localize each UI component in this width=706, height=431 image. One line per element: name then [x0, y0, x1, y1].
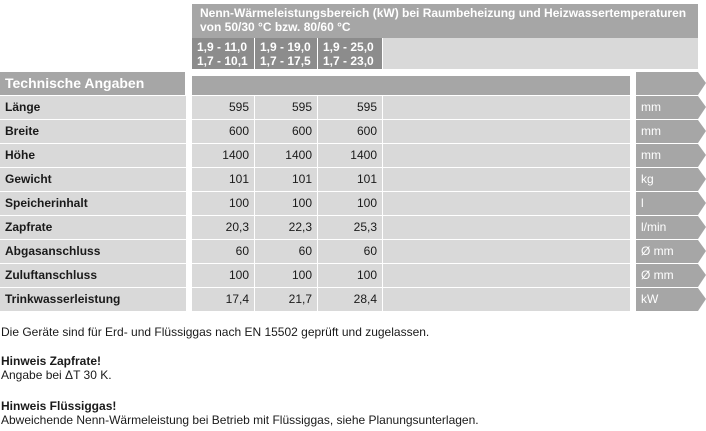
range-col-1: 1,9 - 11,0 1,7 - 10,1 — [192, 38, 254, 69]
row-empty-cell — [383, 120, 630, 143]
row-value: 600 — [318, 120, 382, 143]
row-value: 595 — [192, 96, 254, 119]
row-empty-cell — [383, 264, 630, 287]
row-label-trinkwasserleistung: Trinkwasserleistung — [0, 288, 186, 311]
row-label-hoehe: Höhe — [0, 144, 186, 167]
row-value: 17,4 — [192, 288, 254, 311]
row-empty-cell — [383, 288, 630, 311]
row-label-laenge: Länge — [0, 96, 186, 119]
section-title: Technische Angaben — [0, 72, 185, 95]
range-col-3-line1: 1,9 - 25,0 — [323, 40, 374, 54]
row-value: 1400 — [255, 144, 317, 167]
row-empty-cell — [383, 96, 630, 119]
row-empty-cell — [383, 168, 630, 191]
row-label-speicherinhalt: Speicherinhalt — [0, 192, 186, 215]
row-unit: mm — [636, 120, 698, 143]
row-tab-arrow — [698, 264, 706, 287]
row-tab-arrow — [698, 216, 706, 239]
row-value: 60 — [318, 240, 382, 263]
range-col-1-line1: 1,9 - 11,0 — [197, 40, 248, 54]
row-value: 595 — [318, 96, 382, 119]
row-tab-arrow — [698, 240, 706, 263]
row-value: 21,7 — [255, 288, 317, 311]
row-tab-arrow — [698, 192, 706, 215]
note-zapfrate-text: Angabe bei ΔT 30 K. — [1, 368, 112, 382]
row-tab-arrow — [698, 120, 706, 143]
row-label-zuluftanschluss: Zuluftanschluss — [0, 264, 186, 287]
row-tab-arrow — [698, 288, 706, 311]
row-value: 101 — [255, 168, 317, 191]
row-unit: mm — [636, 96, 698, 119]
row-empty-cell — [383, 192, 630, 215]
row-value: 600 — [255, 120, 317, 143]
row-label-breite: Breite — [0, 120, 186, 143]
note-zapfrate-title: Hinweis Zapfrate! — [1, 354, 102, 368]
row-value: 60 — [255, 240, 317, 263]
row-value: 100 — [318, 192, 382, 215]
row-empty-cell — [383, 144, 630, 167]
range-divider — [254, 38, 255, 69]
note-zapfrate: Hinweis Zapfrate! Angabe bei ΔT 30 K. — [1, 354, 701, 382]
row-label-abgasanschluss: Abgasanschluss — [0, 240, 186, 263]
row-value: 100 — [255, 192, 317, 215]
row-unit: kW — [636, 288, 698, 311]
note-fluessiggas: Hinweis Flüssiggas! Abweichende Nenn-Wär… — [1, 399, 701, 427]
row-value: 600 — [192, 120, 254, 143]
range-col-2-line1: 1,9 - 19,0 — [260, 40, 311, 54]
row-value: 1400 — [318, 144, 382, 167]
row-tab-arrow — [698, 96, 706, 119]
row-unit: Ø mm — [636, 264, 698, 287]
row-value: 101 — [192, 168, 254, 191]
row-unit: l — [636, 192, 698, 215]
row-value: 60 — [192, 240, 254, 263]
row-value: 100 — [192, 192, 254, 215]
note-fluessiggas-title: Hinweis Flüssiggas! — [1, 399, 117, 413]
range-col-3: 1,9 - 25,0 1,7 - 23,0 — [318, 38, 382, 69]
row-value: 100 — [255, 264, 317, 287]
note-general: Die Geräte sind für Erd- und Flüssiggas … — [1, 325, 430, 339]
row-tab-arrow — [698, 144, 706, 167]
header-empty-area — [383, 38, 698, 69]
row-empty-cell — [383, 216, 630, 239]
row-value: 22,3 — [255, 216, 317, 239]
row-tab-arrow — [698, 168, 706, 191]
range-divider — [317, 38, 318, 69]
header-title: Nenn-Wärmeleistungsbereich (kW) bei Raum… — [200, 6, 700, 34]
section-bar — [192, 76, 630, 95]
row-value: 25,3 — [318, 216, 382, 239]
row-value: 1400 — [192, 144, 254, 167]
header-title-line1: Nenn-Wärmeleistungsbereich (kW) bei Raum… — [200, 6, 687, 20]
row-value: 101 — [318, 168, 382, 191]
range-col-2-line2: 1,7 - 17,5 — [260, 54, 311, 68]
row-value: 100 — [318, 264, 382, 287]
range-col-3-line2: 1,7 - 23,0 — [323, 54, 374, 68]
header-title-line2: von 50/30 °C bzw. 80/60 °C — [200, 20, 351, 34]
range-col-2: 1,9 - 19,0 1,7 - 17,5 — [255, 38, 317, 69]
row-value: 28,4 — [318, 288, 382, 311]
row-unit: kg — [636, 168, 698, 191]
header-band — [192, 4, 698, 38]
row-value: 100 — [192, 264, 254, 287]
section-tab-arrow — [698, 72, 706, 95]
row-label-gewicht: Gewicht — [0, 168, 186, 191]
row-unit: Ø mm — [636, 240, 698, 263]
row-unit: l/min — [636, 216, 698, 239]
row-label-zapfrate: Zapfrate — [0, 216, 186, 239]
row-value: 595 — [255, 96, 317, 119]
row-empty-cell — [383, 240, 630, 263]
note-fluessiggas-text: Abweichende Nenn-Wärmeleistung bei Betri… — [1, 413, 479, 427]
section-unit-header — [636, 72, 698, 95]
range-col-1-line2: 1,7 - 10,1 — [197, 54, 248, 68]
row-value: 20,3 — [192, 216, 254, 239]
row-unit: mm — [636, 144, 698, 167]
